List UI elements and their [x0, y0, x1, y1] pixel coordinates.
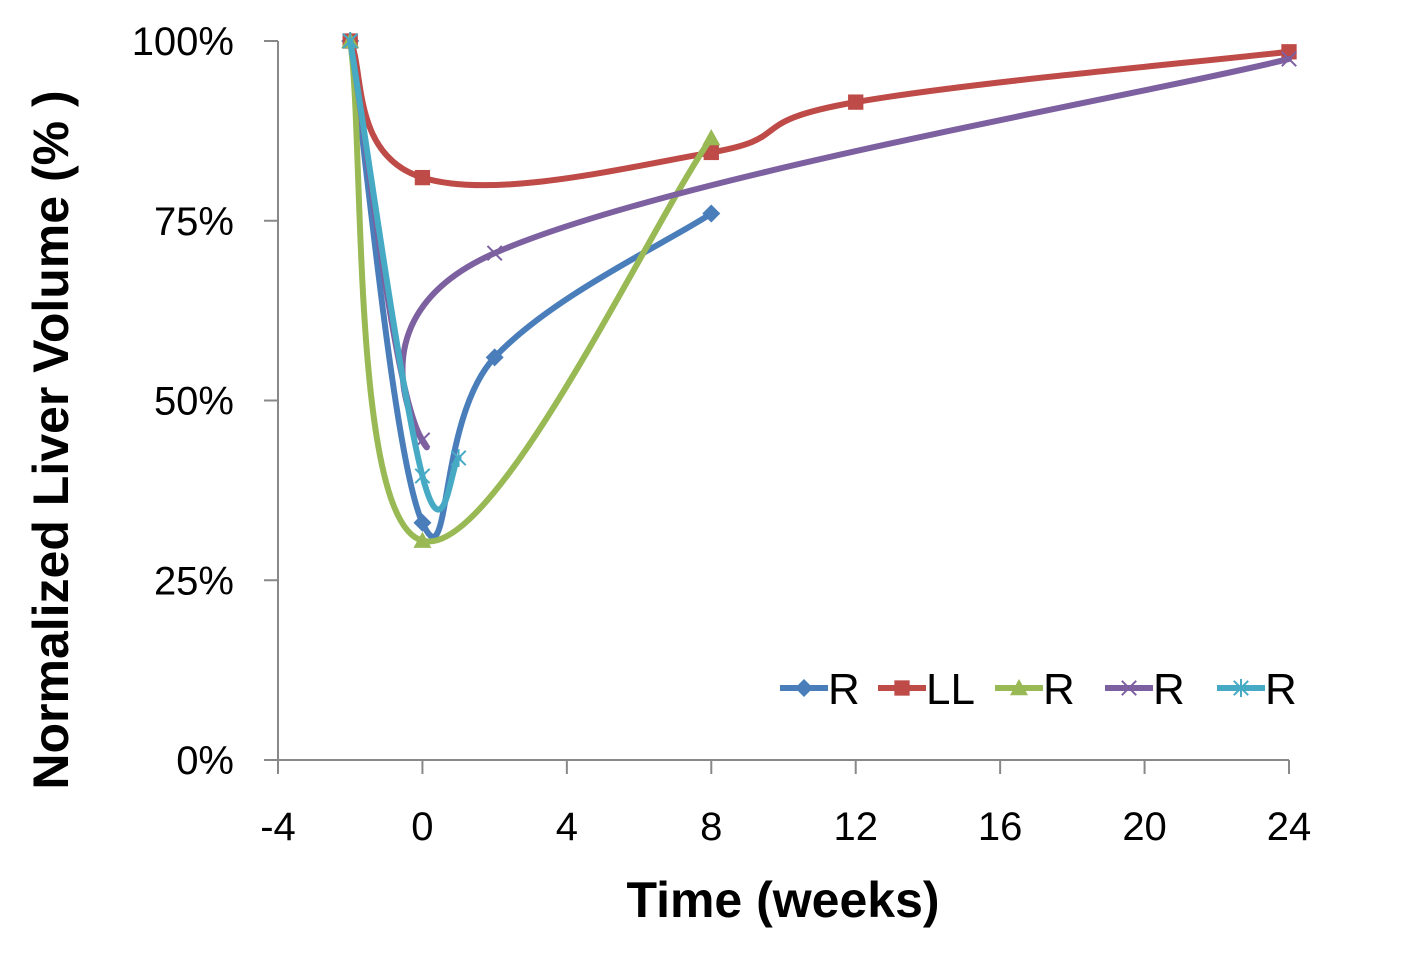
data-point — [1281, 51, 1297, 67]
data-point — [342, 32, 359, 50]
data-point — [486, 245, 503, 262]
legend-item-5: R — [1217, 665, 1297, 714]
y-tick-label: 100% — [132, 20, 234, 64]
legend-label: LL — [926, 665, 975, 714]
legend-marker — [795, 679, 813, 697]
legend-item-4: R — [1105, 665, 1185, 714]
data-point — [414, 466, 431, 485]
x-tick-label: 4 — [556, 805, 578, 849]
series-3 — [341, 32, 721, 548]
legend-marker — [1233, 679, 1249, 697]
data-point — [413, 531, 432, 548]
data-point — [848, 94, 864, 110]
series-5 — [342, 32, 467, 513]
legend-label: R — [1153, 665, 1185, 714]
y-tick-label: 75% — [154, 200, 234, 244]
legend-marker — [1121, 680, 1137, 696]
series-lines — [341, 32, 1297, 548]
y-tick-label: 50% — [154, 380, 234, 424]
axes: 0% 25% 50% 75% 100% -4 0 4 8 12 16 20 24 — [132, 20, 1312, 849]
legend-marker — [894, 680, 910, 696]
x-tick-label: 16 — [978, 805, 1023, 849]
x-axis-title: Time (weeks) — [626, 872, 939, 928]
legend-label: R — [1043, 665, 1075, 714]
series-1 — [341, 32, 721, 540]
series-line — [347, 38, 462, 513]
x-tick-label: 12 — [833, 805, 878, 849]
series-4 — [342, 33, 1297, 451]
legend-item-1: R — [780, 665, 860, 714]
legend-marker — [1010, 679, 1028, 696]
data-point — [450, 449, 467, 468]
y-axis-title: Normalized Liver Volume (% ) — [23, 90, 79, 789]
legend-label: R — [1265, 665, 1297, 714]
y-tick-label: 25% — [154, 559, 234, 603]
series-line — [347, 38, 715, 540]
y-tick-label: 0% — [176, 739, 234, 783]
x-tick-label: -4 — [260, 805, 296, 849]
series-line — [347, 38, 1292, 189]
x-tick-label: 8 — [700, 805, 722, 849]
legend-item-2: LL — [878, 665, 975, 714]
series-line — [347, 38, 1292, 451]
x-tick-label: 20 — [1122, 805, 1167, 849]
legend: R LL R R R — [780, 665, 1297, 714]
legend-item-3: R — [995, 665, 1075, 714]
legend-label: R — [828, 665, 860, 714]
series-2 — [342, 33, 1297, 189]
data-point — [702, 129, 721, 146]
data-point — [485, 348, 504, 367]
data-point — [413, 513, 432, 532]
data-point — [414, 169, 431, 186]
x-tick-label: 24 — [1267, 805, 1312, 849]
data-point — [702, 204, 721, 223]
x-tick-label: 0 — [411, 805, 433, 849]
